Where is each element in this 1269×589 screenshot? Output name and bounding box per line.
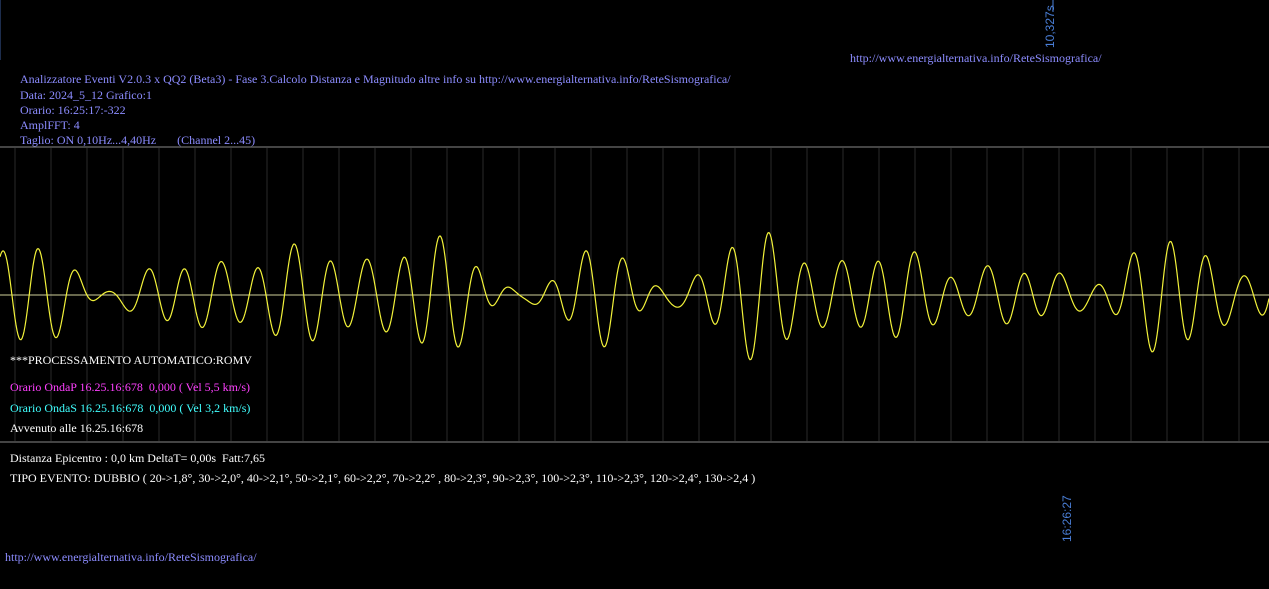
tipo-evento: TIPO EVENTO: DUBBIO ( 20->1,8°, 30->2,0°… — [10, 471, 756, 485]
avvenuto: Avvenuto alle 16.25.16:678 — [10, 421, 144, 435]
time-marker: 16:26:27 — [1060, 495, 1074, 542]
header-line: Analizzatore Eventi V2.0.3 x QQ2 (Beta3)… — [20, 72, 731, 86]
header-line: Data: 2024_5_12 Grafico:1 — [20, 88, 152, 102]
distanza: Distanza Epicentro : 0,0 km DeltaT= 0,00… — [10, 451, 266, 465]
header-line: AmplFFT: 4 — [20, 118, 80, 132]
header-line: Taglio: ON 0,10Hz...4,40Hz (Channel 2...… — [20, 133, 256, 147]
top-url: http://www.energialternativa.info/ReteSi… — [850, 51, 1102, 65]
top-marker: 10,327s — [1043, 5, 1057, 48]
processing-title: ***PROCESSAMENTO AUTOMATICO:ROMV — [10, 353, 252, 367]
onda-s: Orario OndaS 16.25.16:678 0,000 ( Vel 3,… — [10, 401, 251, 415]
footer-url: http://www.energialternativa.info/ReteSi… — [5, 550, 257, 564]
onda-p: Orario OndaP 16.25.16:678 0,000 ( Vel 5,… — [10, 380, 250, 394]
waveform — [0, 231, 1269, 361]
header-line: Orario: 16:25:17:-322 — [20, 103, 126, 117]
